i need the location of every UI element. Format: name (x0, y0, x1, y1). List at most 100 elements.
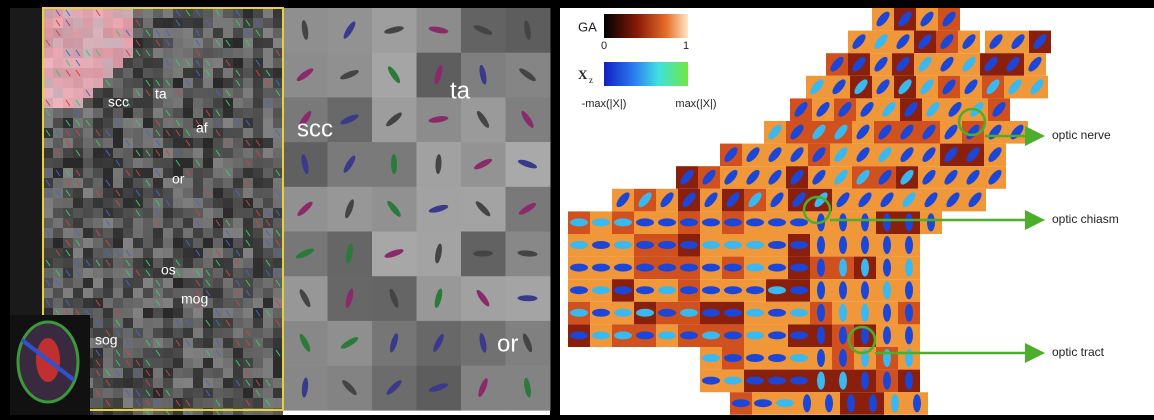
voxel (53, 288, 63, 298)
voxel (233, 148, 243, 158)
voxel (123, 228, 133, 238)
voxel (213, 28, 223, 38)
odf-glyph (776, 399, 794, 407)
voxel (233, 128, 243, 138)
voxel (173, 388, 183, 398)
odf-glyph (817, 349, 825, 367)
voxel (153, 108, 163, 118)
voxel (133, 238, 143, 248)
voxel (193, 228, 203, 238)
voxel (43, 268, 53, 278)
voxel (233, 138, 243, 148)
voxel (133, 348, 143, 358)
voxel (123, 8, 133, 18)
voxel (193, 98, 203, 108)
voxel (103, 168, 113, 178)
voxel (263, 88, 273, 98)
voxel (123, 298, 133, 308)
voxel (163, 318, 173, 328)
voxel (193, 258, 203, 268)
voxel (143, 38, 153, 48)
voxel (253, 248, 263, 258)
voxel (223, 108, 233, 118)
voxel (73, 288, 83, 298)
voxel (153, 58, 163, 68)
voxel (203, 168, 213, 178)
voxel (203, 368, 213, 378)
odf-glyph (636, 309, 654, 317)
voxel (243, 258, 253, 268)
voxel (143, 108, 153, 118)
odf-glyph (570, 241, 588, 249)
voxel (253, 98, 263, 108)
voxel (223, 258, 233, 268)
voxel (63, 288, 73, 298)
odf-glyph (905, 281, 913, 299)
voxel (83, 158, 93, 168)
voxel (83, 208, 93, 218)
voxel (223, 278, 233, 288)
odf-glyph (592, 241, 610, 249)
voxel (73, 38, 83, 48)
voxel (143, 228, 153, 238)
voxel (83, 108, 93, 118)
voxel (243, 208, 253, 218)
voxel (183, 148, 193, 158)
voxel (103, 288, 113, 298)
voxel (53, 208, 63, 218)
voxel (223, 18, 233, 28)
voxel (223, 368, 233, 378)
voxel (63, 28, 73, 38)
voxel (103, 198, 113, 208)
voxel (43, 58, 53, 68)
voxel (83, 78, 93, 88)
voxel (213, 328, 223, 338)
voxel (233, 58, 243, 68)
odf-glyph (839, 349, 847, 367)
voxel (213, 168, 223, 178)
voxel (103, 308, 113, 318)
voxel (193, 168, 203, 178)
odf-glyph (570, 331, 588, 339)
voxel (93, 168, 103, 178)
voxel (263, 178, 273, 188)
voxel (113, 288, 123, 298)
odf-glyph (702, 331, 720, 339)
voxel (103, 278, 113, 288)
voxel (273, 178, 283, 188)
odf-glyph (927, 213, 935, 231)
voxel (223, 328, 233, 338)
voxel (43, 118, 53, 128)
voxel (193, 188, 203, 198)
voxel (203, 28, 213, 38)
voxel (243, 298, 253, 308)
voxel (233, 228, 243, 238)
odf-glyph (883, 236, 891, 254)
voxel (143, 328, 153, 338)
voxel (273, 198, 283, 208)
odf-glyph (702, 286, 720, 294)
voxel (193, 318, 203, 328)
voxel (53, 198, 63, 208)
voxel (183, 68, 193, 78)
odf-glyph (883, 281, 891, 299)
odf-glyph (592, 264, 610, 272)
voxel (213, 98, 223, 108)
voxel (203, 148, 213, 158)
colorbar-ga (604, 14, 688, 38)
voxel (263, 248, 273, 258)
voxel (93, 248, 103, 258)
odf-glyph (839, 304, 847, 322)
voxel (93, 178, 103, 188)
voxel (73, 298, 83, 308)
voxel (153, 328, 163, 338)
voxel (133, 98, 143, 108)
voxel (253, 48, 263, 58)
voxel (123, 78, 133, 88)
voxel (143, 278, 153, 288)
voxel (193, 328, 203, 338)
voxel (203, 218, 213, 228)
voxel (43, 218, 53, 228)
voxel (253, 398, 263, 408)
odf-glyph (702, 377, 720, 385)
